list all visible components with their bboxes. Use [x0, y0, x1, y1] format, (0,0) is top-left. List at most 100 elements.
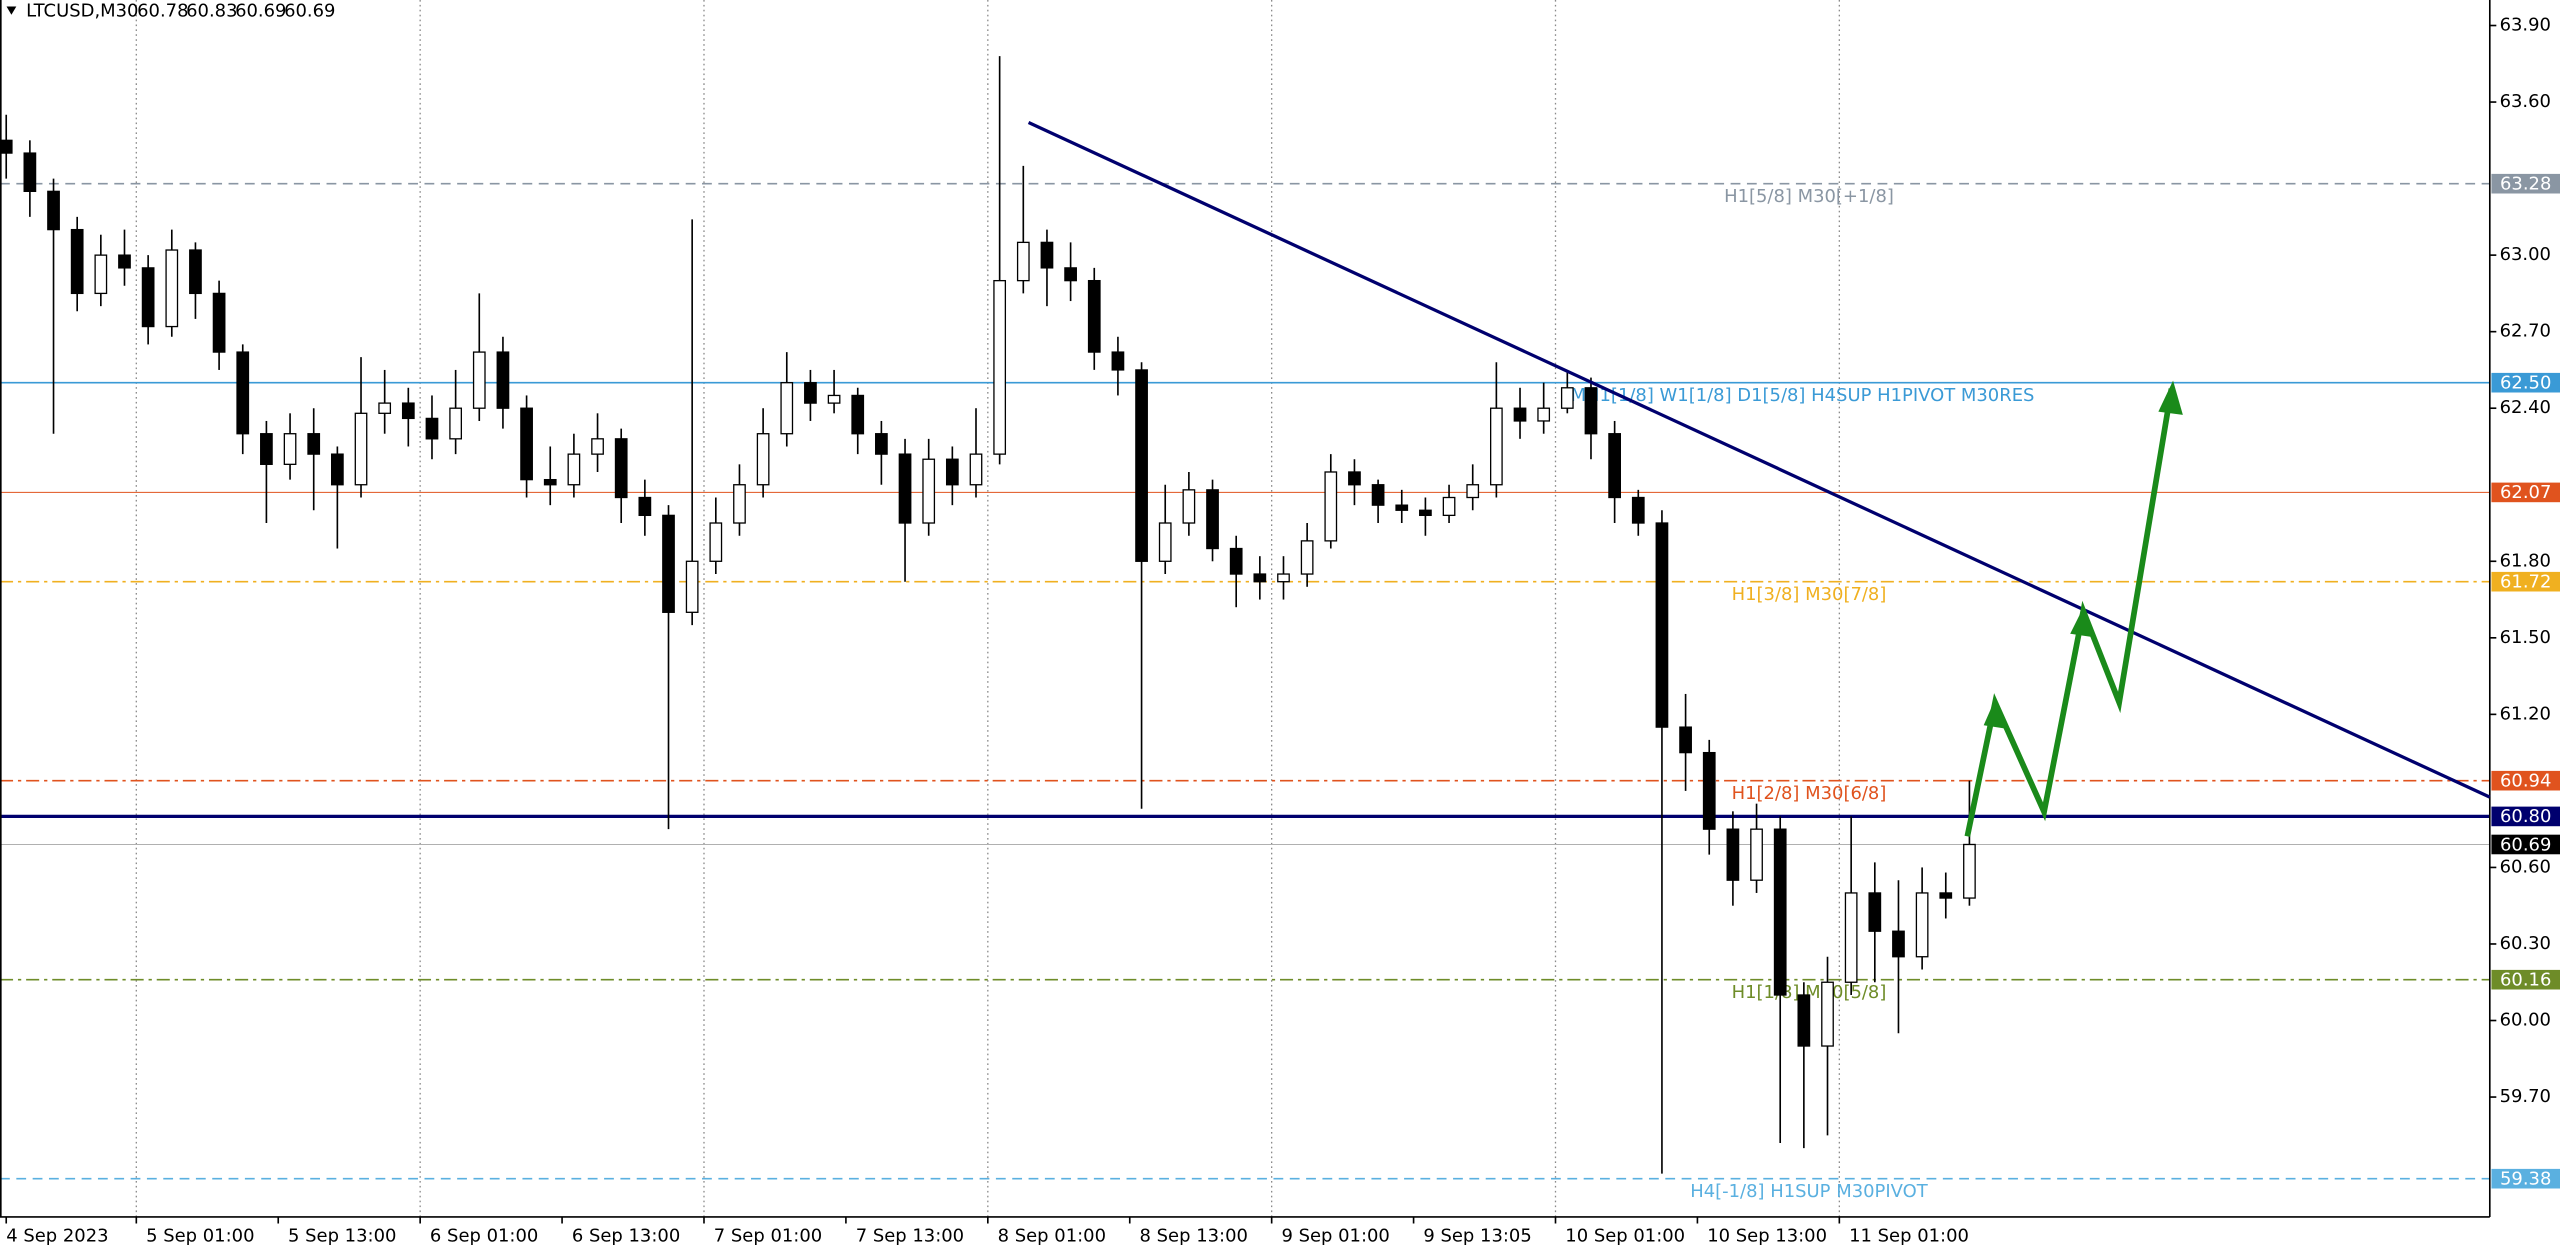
candle-body [330, 453, 344, 486]
candle-body [1064, 267, 1077, 282]
candle-body [260, 433, 273, 465]
candle-body [378, 402, 392, 414]
arrow-head [2158, 380, 2183, 415]
price-tag-label: 59.38 [2500, 1169, 2551, 1190]
candle-body [1655, 522, 1669, 728]
trend-line [1027, 121, 2491, 799]
candle-body [685, 560, 699, 613]
price-tag [2491, 1168, 2560, 1189]
price-tag-label: 61.72 [2500, 572, 2551, 593]
candle-body [449, 407, 462, 440]
candle-body [23, 152, 37, 192]
candle-body [1135, 369, 1148, 562]
candle-body [1087, 279, 1101, 353]
candle-body [1016, 241, 1030, 282]
candle-body [118, 254, 131, 269]
level-label: H4[-1/8] H1SUP M30PIVOT [1690, 1181, 1928, 1202]
candle-body [1277, 573, 1290, 583]
candle-body [709, 522, 723, 562]
candle-body [1726, 828, 1740, 881]
arrow-head [2070, 607, 2094, 638]
header-open: 60.78 [137, 0, 188, 21]
price-tag [2491, 834, 2560, 855]
candle-body [591, 438, 604, 455]
candle-body [567, 453, 581, 486]
candle-body [898, 453, 912, 524]
candle-body [1229, 547, 1243, 575]
candle-body [993, 279, 1007, 455]
candle-body [1395, 504, 1409, 511]
candle-body [1939, 892, 1953, 899]
y-tick-label: 61.50 [2500, 627, 2551, 648]
x-tick-label: 10 Sep 13:00 [1707, 1226, 1827, 1247]
symbol-title: LTCUSD,M30 [26, 0, 138, 21]
x-tick-label: 5 Sep 13:00 [288, 1226, 396, 1247]
price-tag-label: 60.94 [2500, 771, 2551, 792]
candle-body [472, 351, 486, 409]
y-tick-label: 60.60 [2500, 856, 2551, 877]
candle-body [1371, 484, 1385, 506]
price-tag-label: 60.69 [2500, 834, 2551, 855]
candle-body [1821, 981, 1834, 1047]
candle-body [945, 458, 959, 486]
candle-body [922, 458, 936, 524]
candle-body [1608, 433, 1621, 499]
candle-body [401, 402, 415, 420]
y-tick-label: 60.00 [2500, 1010, 2551, 1031]
x-tick-label: 8 Sep 01:00 [998, 1226, 1106, 1247]
candle-body [733, 484, 746, 524]
candle-body [851, 394, 865, 435]
price-tag [2491, 770, 2560, 791]
candle-body [354, 412, 368, 486]
menu-triangle[interactable] [6, 6, 17, 15]
y-tick-label: 61.80 [2500, 550, 2551, 571]
y-tick-label: 60.30 [2500, 933, 2551, 954]
y-tick-label: 62.70 [2500, 321, 2551, 342]
y-tick-label: 61.20 [2500, 703, 2551, 724]
candle-body [1111, 351, 1125, 371]
candle-body [1584, 387, 1598, 435]
x-tick-label: 10 Sep 01:00 [1565, 1226, 1685, 1247]
x-tick-label: 9 Sep 13:05 [1423, 1226, 1531, 1247]
candle-body [1348, 471, 1361, 486]
y-tick-label: 63.00 [2500, 244, 2551, 265]
candle-body [1868, 892, 1882, 932]
candle-body [969, 453, 983, 486]
level-label: H1[3/8] M30[7/8] [1732, 584, 1887, 605]
header-low: 60.69 [235, 0, 286, 21]
header-high: 60.83 [186, 0, 237, 21]
candle-body [1892, 930, 1905, 958]
y-tick-label: 63.90 [2500, 15, 2551, 36]
candle-body [1560, 387, 1574, 409]
candle-body [1182, 489, 1196, 524]
candle-body [1679, 726, 1692, 754]
candle-body [141, 267, 155, 328]
candle-body [307, 433, 321, 455]
candle-body [1631, 496, 1645, 524]
candle-body [875, 433, 888, 455]
candle-body [1466, 484, 1480, 499]
x-tick-label: 6 Sep 13:00 [572, 1226, 680, 1247]
candle-body [189, 249, 202, 295]
candle-body [756, 433, 770, 486]
candle-body [614, 438, 628, 499]
plot: 4 Sep 2023 5 Sep 01:00 5 Sep 13:00 6 Sep 01… [0, 0, 2490, 1247]
candle-body [662, 514, 675, 613]
header: LTCUSD,M30 60.78 60.83 60.69 60.69 [26, 0, 335, 21]
x-tick-label: 4 Sep 2023 [6, 1226, 108, 1247]
candle-body [1158, 522, 1172, 562]
candle-body [165, 249, 179, 328]
drawings [6, 6, 2491, 837]
candle-body [1963, 843, 1976, 899]
axis-panel [2489, 0, 2560, 1217]
candle-body [827, 394, 841, 404]
candle-body [1419, 509, 1432, 517]
candle-body [1537, 407, 1551, 422]
y-tick-label: 63.60 [2500, 91, 2551, 112]
level-label: H1[2/8] M30[6/8] [1732, 783, 1887, 804]
y-tick-label: 59.70 [2500, 1086, 2551, 1107]
x-tick-label: 7 Sep 01:00 [714, 1226, 822, 1247]
candle-body [70, 228, 84, 295]
